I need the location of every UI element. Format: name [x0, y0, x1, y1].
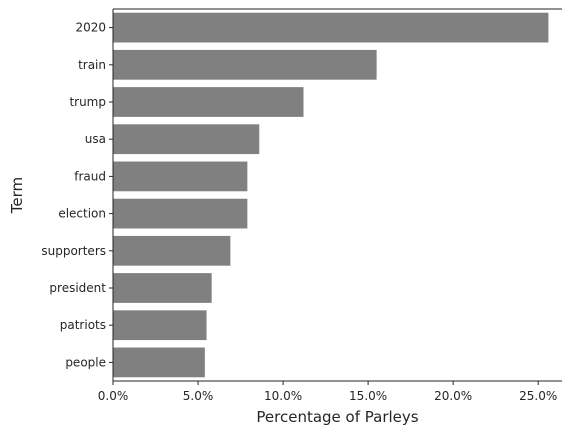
bar-patriots: [113, 310, 207, 341]
y-tick-label: usa: [85, 132, 106, 146]
y-tick-label: 2020: [75, 21, 106, 35]
y-tick-label: trump: [69, 95, 106, 109]
x-tick-label: 15.0%: [349, 389, 387, 403]
x-axis-label: Percentage of Parleys: [256, 408, 418, 426]
x-axis-ticks: 0.0% 5.0% 10.0% 15.0% 20.0% 25.0%: [98, 381, 557, 403]
bar-fraud: [113, 161, 248, 192]
bar-2020: [113, 12, 549, 43]
x-tick-label: 5.0%: [183, 389, 214, 403]
x-tick-label: 20.0%: [434, 389, 472, 403]
x-tick-label: 10.0%: [264, 389, 302, 403]
bar-people: [113, 347, 205, 378]
y-axis-ticks: 2020 train trump usa fraud election supporters…: [41, 21, 113, 369]
x-tick-label: 25.0%: [519, 389, 557, 403]
x-tick-label: 0.0%: [98, 389, 129, 403]
bar-election: [113, 198, 248, 229]
y-tick-label: election: [58, 207, 106, 221]
bars-group: [113, 12, 549, 378]
y-tick-label: supporters: [41, 244, 106, 258]
y-tick-label: patriots: [60, 318, 106, 332]
y-axis-label: Term: [8, 177, 26, 214]
bar-train: [113, 49, 377, 80]
bar-president: [113, 273, 212, 303]
axes-frame: [112, 8, 562, 382]
y-tick-label: train: [78, 58, 106, 72]
bar-supporters: [113, 235, 231, 266]
y-tick-label: fraud: [74, 169, 106, 183]
y-tick-label: president: [49, 281, 106, 295]
y-tick-label: people: [65, 355, 106, 369]
bar-trump: [113, 87, 304, 117]
bar-usa: [113, 124, 260, 155]
